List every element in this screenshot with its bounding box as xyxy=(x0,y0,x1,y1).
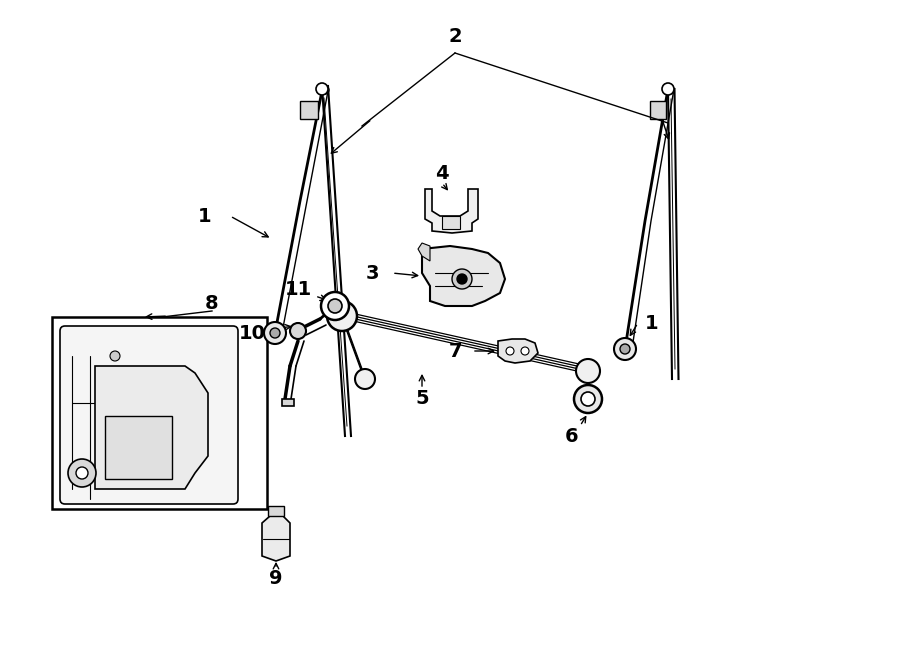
Circle shape xyxy=(321,292,349,320)
Text: 6: 6 xyxy=(565,426,579,446)
Text: 9: 9 xyxy=(269,570,283,588)
Text: 10: 10 xyxy=(238,323,266,342)
Polygon shape xyxy=(422,246,505,306)
Circle shape xyxy=(327,301,357,331)
Circle shape xyxy=(452,269,472,289)
Circle shape xyxy=(506,347,514,355)
Circle shape xyxy=(581,392,595,406)
Text: 11: 11 xyxy=(284,280,311,299)
Text: 5: 5 xyxy=(415,389,428,408)
Circle shape xyxy=(662,83,674,95)
Text: 4: 4 xyxy=(436,163,449,182)
Circle shape xyxy=(264,322,286,344)
Circle shape xyxy=(270,328,280,338)
Text: 3: 3 xyxy=(365,264,379,282)
Bar xyxy=(52,317,267,509)
Circle shape xyxy=(330,305,342,317)
Polygon shape xyxy=(268,506,284,516)
Circle shape xyxy=(521,347,529,355)
Circle shape xyxy=(68,459,96,487)
Polygon shape xyxy=(95,366,208,489)
Polygon shape xyxy=(418,243,430,261)
Circle shape xyxy=(110,351,120,361)
Circle shape xyxy=(328,299,342,313)
Polygon shape xyxy=(282,399,294,406)
Circle shape xyxy=(620,344,630,354)
Polygon shape xyxy=(498,339,538,363)
Circle shape xyxy=(355,369,375,389)
Circle shape xyxy=(574,385,602,413)
Text: 7: 7 xyxy=(448,342,462,360)
Polygon shape xyxy=(105,416,172,479)
Circle shape xyxy=(321,86,329,94)
Text: 8: 8 xyxy=(205,293,219,313)
FancyBboxPatch shape xyxy=(60,326,238,504)
Text: 1: 1 xyxy=(198,206,212,225)
Polygon shape xyxy=(442,216,460,229)
Circle shape xyxy=(457,274,467,284)
Polygon shape xyxy=(300,101,318,119)
Circle shape xyxy=(290,323,306,339)
Polygon shape xyxy=(425,189,478,233)
Polygon shape xyxy=(650,101,666,119)
Text: 2: 2 xyxy=(448,26,462,46)
Circle shape xyxy=(316,83,328,95)
Circle shape xyxy=(76,467,88,479)
Text: 1: 1 xyxy=(645,313,659,332)
Polygon shape xyxy=(262,516,290,561)
Circle shape xyxy=(576,359,600,383)
Circle shape xyxy=(614,338,636,360)
